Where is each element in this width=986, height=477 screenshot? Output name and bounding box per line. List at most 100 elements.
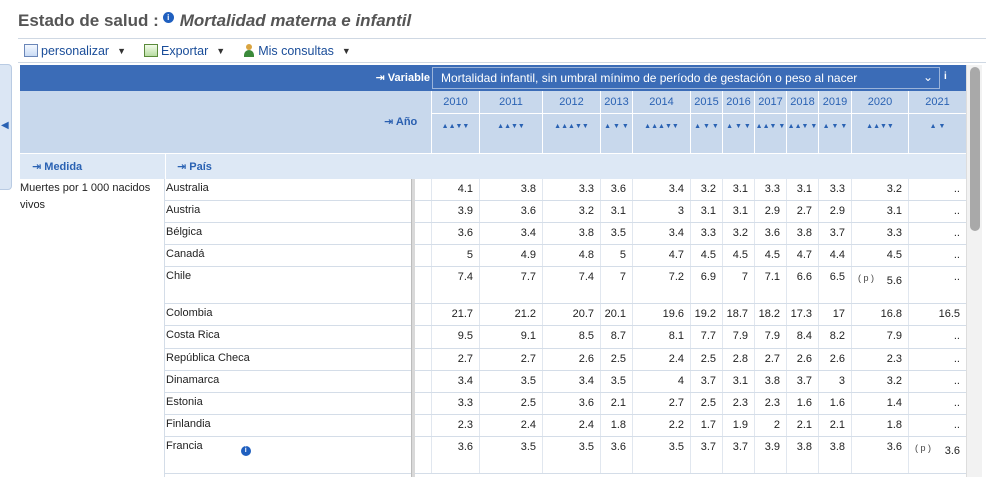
- value-cell: 7: [722, 267, 754, 303]
- info-icon[interactable]: i: [162, 11, 174, 23]
- value-text: 7.7: [520, 271, 536, 283]
- value-text: 2.4: [520, 419, 536, 431]
- value-cell: 2.6: [542, 349, 600, 370]
- country-name: Australia: [166, 182, 209, 194]
- year-label[interactable]: 2020: [867, 96, 893, 108]
- sort-arrows-icon[interactable]: ▲▲▲▼▼: [543, 113, 600, 151]
- year-label[interactable]: 2012: [559, 96, 584, 108]
- sort-arrows-icon[interactable]: ▲ ▼ ▼: [601, 113, 632, 151]
- value-cell: 3.1: [722, 371, 754, 392]
- value-cell: ..: [908, 267, 966, 303]
- year-label[interactable]: 2015: [694, 96, 719, 108]
- year-label[interactable]: 2019: [822, 96, 848, 108]
- year-label[interactable]: 2021: [925, 96, 950, 108]
- value-cell: ..: [908, 349, 966, 370]
- provisional-flag[interactable]: ( p ): [915, 443, 932, 453]
- value-text: 16.5: [938, 308, 960, 320]
- country-name: Canadá: [166, 248, 205, 260]
- measure-header-label[interactable]: ⇥ Medida: [32, 161, 83, 173]
- info-icon[interactable]: i: [944, 71, 947, 82]
- year-label[interactable]: 2014: [649, 96, 674, 108]
- value-text: 19.2: [694, 308, 716, 320]
- info-icon[interactable]: i: [240, 446, 251, 456]
- value-cell: 19.2: [690, 304, 722, 325]
- value-text: 2.5: [700, 353, 716, 365]
- year-label[interactable]: 2010: [443, 96, 468, 108]
- country-name: Estonia: [166, 396, 203, 408]
- value-text: 17: [832, 308, 845, 320]
- value-text: 3.8: [764, 375, 780, 387]
- table-row: Finlandia 2.3 2.4 2.4 1.8 2.2 1.7 1.9 2 2.1 2.1 1.8…: [165, 415, 966, 437]
- country-name: Finlandia: [166, 418, 211, 430]
- value-text: ..: [953, 419, 960, 431]
- sort-arrows-icon[interactable]: ▲▲▼▼: [432, 113, 479, 151]
- country-header-label[interactable]: ⇥ País: [177, 161, 212, 173]
- scrollbar-thumb[interactable]: [970, 67, 980, 231]
- sort-arrows-icon[interactable]: ▲▲▲▼▼: [633, 113, 690, 151]
- value-cell: 3.5: [542, 437, 600, 473]
- value-text: 2.4: [668, 353, 684, 365]
- sort-arrows-icon[interactable]: ▲ ▼ ▼: [691, 113, 722, 151]
- value-cell: 20.7: [542, 304, 600, 325]
- country-name: Austria: [166, 204, 201, 216]
- value-text: 3.7: [732, 441, 748, 453]
- country-name: Francia: [166, 440, 203, 452]
- my-queries-button[interactable]: Mis consultas ▼: [243, 44, 351, 58]
- value-cell: ..: [908, 371, 966, 392]
- year-label[interactable]: 2017: [758, 96, 783, 108]
- value-cell: 16.5: [908, 304, 966, 325]
- value-cell: 8.2: [818, 326, 851, 348]
- sort-arrows-icon[interactable]: ▲▲▼ ▼: [787, 113, 818, 151]
- value-cell: 3.6: [851, 437, 908, 473]
- vertical-scrollbar[interactable]: [966, 65, 982, 477]
- value-cell: 1.7: [690, 415, 722, 436]
- customize-button[interactable]: personalizar ▼: [24, 44, 126, 58]
- value-cell: 8.1: [632, 326, 690, 348]
- value-cell: 7.2: [632, 267, 690, 303]
- provisional-flag[interactable]: ( p ): [858, 273, 875, 283]
- value-cell: 4.4: [818, 245, 851, 266]
- value-text: 3.7: [700, 375, 716, 387]
- value-text: ..: [953, 375, 960, 387]
- value-text: 2.1: [829, 419, 845, 431]
- collapse-panel-tab[interactable]: ◀: [0, 64, 12, 190]
- year-label[interactable]: 2016: [726, 96, 751, 108]
- value-text: 2.3: [764, 397, 780, 409]
- sort-arrows-icon[interactable]: ▲▲▼ ▼: [755, 113, 786, 151]
- value-cell: 2.3: [851, 349, 908, 370]
- value-text: 7: [619, 271, 626, 283]
- value-cell: 7.7: [479, 267, 542, 303]
- value-text: 3.4: [668, 183, 684, 195]
- column-splitter[interactable]: [411, 179, 415, 477]
- export-button[interactable]: Exportar ▼: [144, 44, 225, 58]
- chevron-down-icon: ▼: [117, 45, 127, 56]
- value-text: 2.5: [700, 397, 716, 409]
- value-cell: 7.9: [851, 326, 908, 348]
- value-text: 19.6: [662, 308, 684, 320]
- value-text: 3.1: [886, 205, 902, 217]
- sort-arrows-icon[interactable]: ▲ ▼ ▼: [723, 113, 754, 151]
- value-cell: ( p ) 3.6: [908, 437, 966, 473]
- value-cell: 3.9: [754, 437, 786, 473]
- value-text: ..: [953, 249, 960, 261]
- year-column-header: 2016 ▲ ▼ ▼: [722, 91, 754, 153]
- value-text: 4.5: [764, 249, 780, 261]
- value-text: 3.3: [578, 183, 594, 195]
- value-cell: 2.6: [786, 349, 818, 370]
- year-label[interactable]: 2018: [790, 96, 815, 108]
- sort-arrows-icon[interactable]: ▲▲▼▼: [480, 113, 542, 151]
- value-cell: 2.7: [479, 349, 542, 370]
- value-text: ..: [953, 205, 960, 217]
- sort-arrows-icon[interactable]: ▲ ▼: [909, 113, 966, 151]
- year-label[interactable]: 2011: [499, 96, 523, 108]
- variable-select[interactable]: Mortalidad infantil, sin umbral mínimo d…: [432, 67, 940, 89]
- sort-arrows-icon[interactable]: ▲▲▼▼: [852, 113, 908, 151]
- value-text: 3.5: [610, 375, 626, 387]
- value-text: 3.3: [886, 227, 902, 239]
- value-text: 17.3: [790, 308, 812, 320]
- year-label[interactable]: 2013: [604, 96, 629, 108]
- country-cell: Australia: [165, 179, 431, 200]
- value-cell: 2.3: [754, 393, 786, 414]
- value-text: 4.5: [886, 249, 902, 261]
- sort-arrows-icon[interactable]: ▲ ▼ ▼: [819, 113, 851, 151]
